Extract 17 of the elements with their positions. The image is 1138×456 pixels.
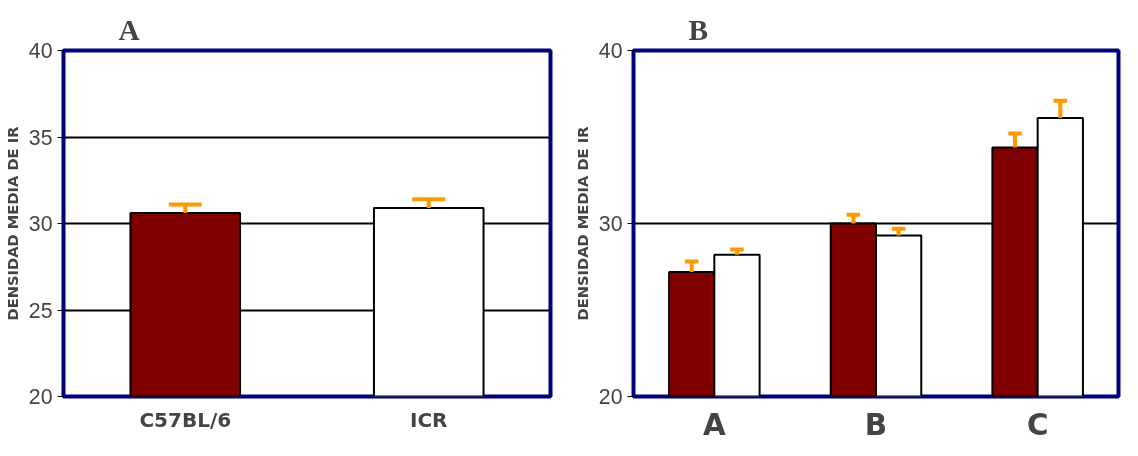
y-axis-title: DENSIDAD MEDIA DE IR (3, 126, 21, 321)
y-tick-label: 35 (28, 125, 53, 150)
x-tick-label: C57BL/6 (139, 407, 232, 432)
chart-title: A (118, 13, 140, 46)
x-tick-label: A (702, 407, 726, 442)
x-tick-label: ICR (409, 407, 448, 432)
y-tick-label: 40 (598, 39, 623, 63)
x-tick-label: B (864, 407, 888, 442)
x-tick-label: C (1026, 407, 1049, 442)
y-tick-label: 30 (28, 212, 53, 236)
y-axis-title: DENSIDAD MEDIA DE IR (573, 126, 591, 321)
y-tick-label: 20 (28, 385, 53, 409)
y-tick-label: 40 (28, 39, 53, 63)
y-tick-label: 20 (598, 385, 623, 409)
y-tick-label: 25 (28, 298, 53, 323)
chart-title: B (688, 13, 709, 46)
y-tick-label: 30 (598, 212, 623, 236)
